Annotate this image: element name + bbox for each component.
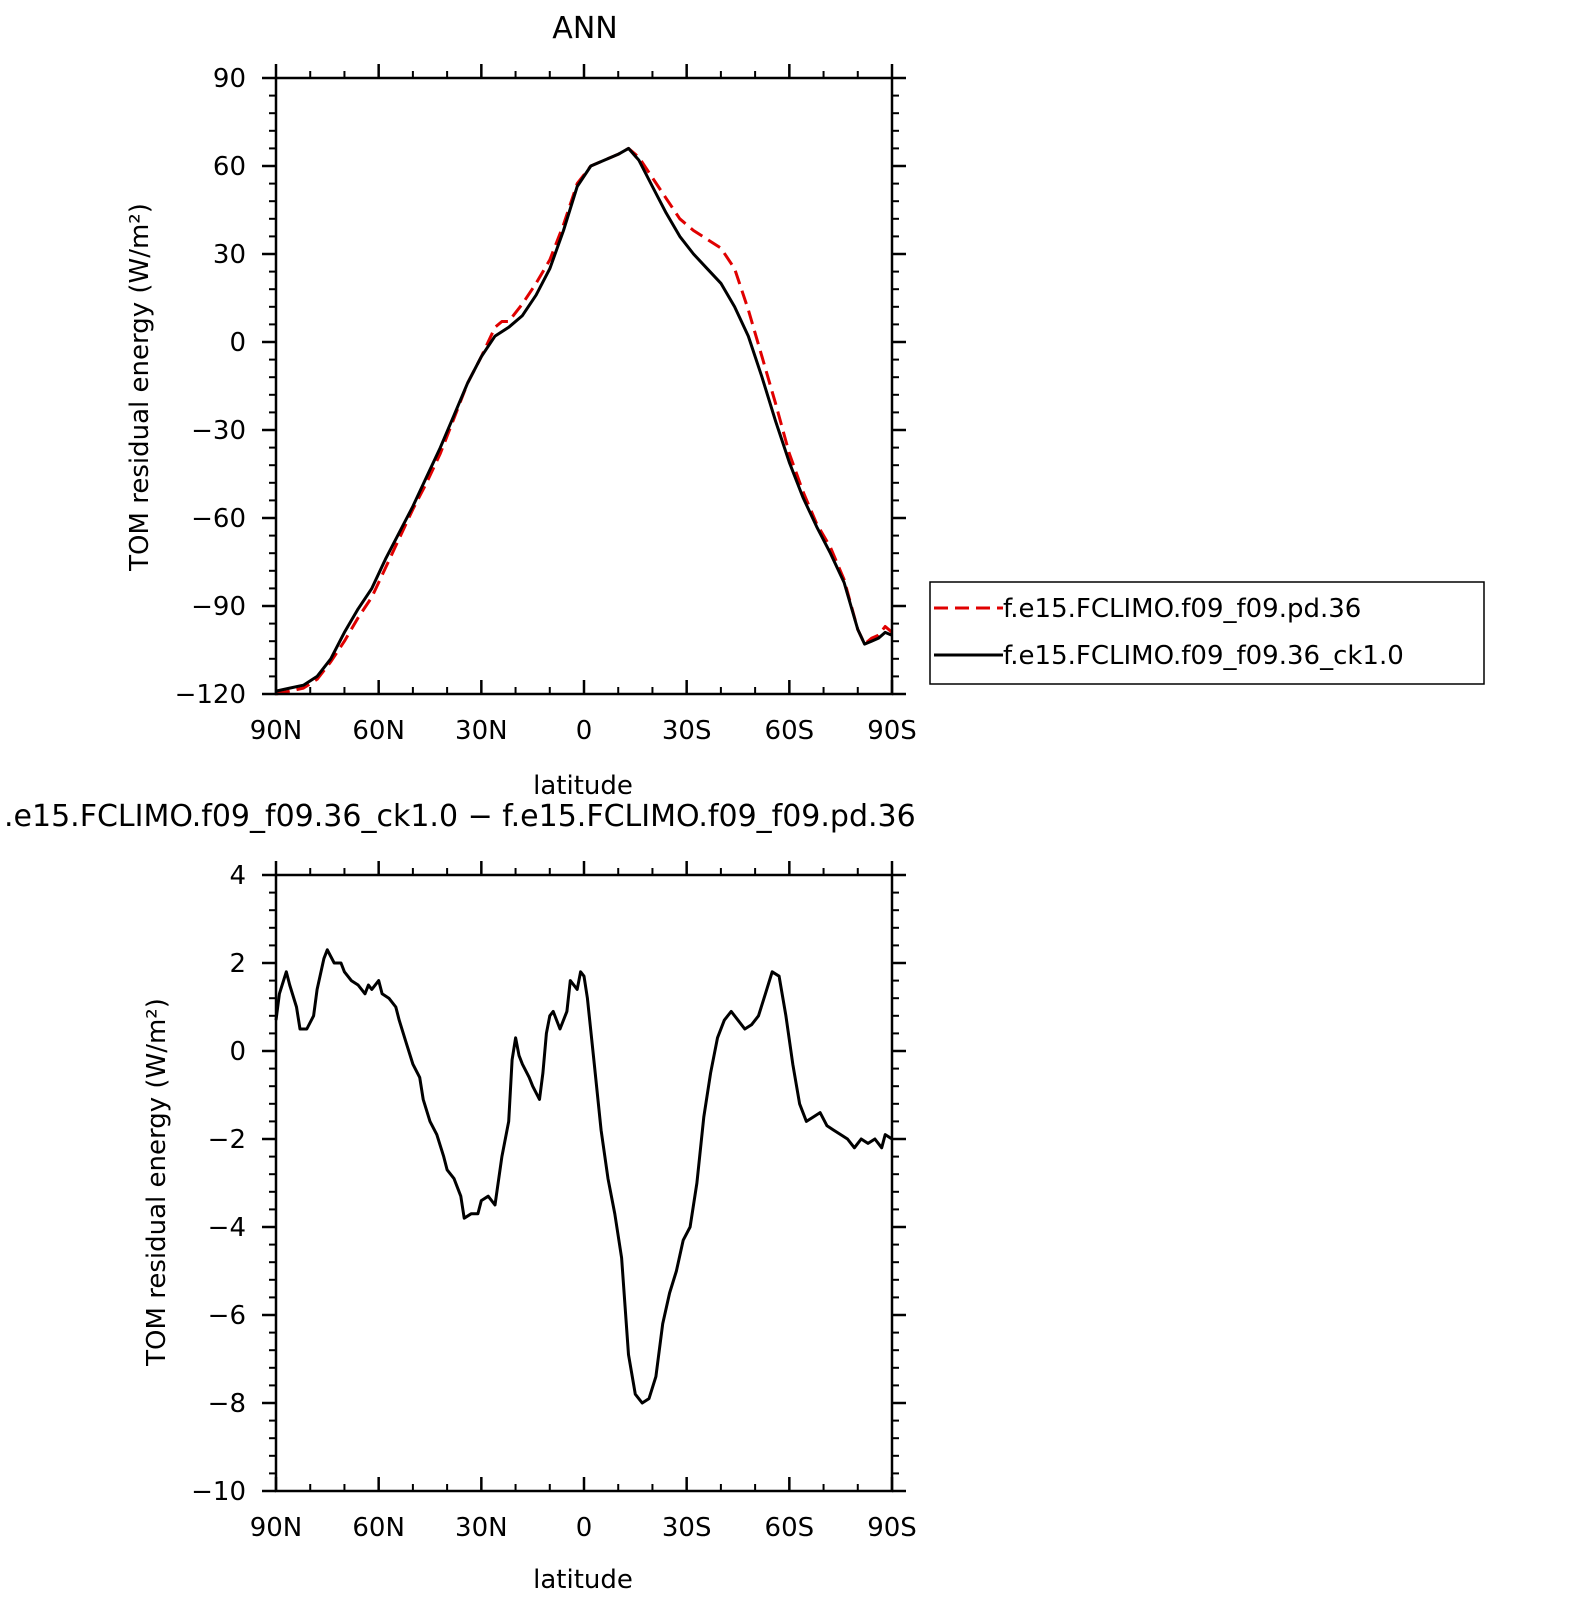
y-tick-label: −4 [208, 1213, 246, 1243]
x-tick-label: 30S [662, 716, 712, 746]
solid-series-line [274, 948, 893, 1405]
x-tick-label: 0 [576, 716, 593, 746]
x-tick-label: 0 [576, 1513, 593, 1543]
dashed-series-line [275, 146, 893, 696]
y-tick-label: 4 [229, 861, 246, 891]
top-panel: ANN TOM residual energy (W/m²) latitude … [125, 11, 917, 801]
top-series-lines [275, 146, 893, 696]
bottom-plot-frame [274, 873, 894, 1493]
top-panel-title: ANN [552, 11, 617, 46]
y-tick-label: 0 [229, 1037, 246, 1067]
y-tick-label: −60 [191, 504, 246, 534]
bottom-axis-ticks [262, 861, 906, 1493]
x-tick-label: 30S [662, 1513, 712, 1543]
y-tick-label: −6 [208, 1301, 246, 1331]
bottom-panel-title: .e15.FCLIMO.f09_f09.36_ck1.0 − f.e15.FCL… [4, 799, 916, 834]
x-tick-label: 60S [765, 716, 815, 746]
top-plot-frame [274, 76, 894, 696]
y-tick-label: −8 [208, 1389, 246, 1419]
bottom-tick-labels: 90N 60N 30N 0 30S 60S 90S 4 2 0 −2 −4 −6 −8 −10 [191, 861, 917, 1543]
top-y-axis-label: TOM residual energy (W/m²) [125, 203, 155, 572]
x-tick-label: 90N [250, 1513, 303, 1543]
x-tick-label: 30N [455, 1513, 508, 1543]
top-axis-ticks [262, 64, 906, 696]
y-tick-label: −120 [175, 680, 246, 710]
legend-label-ck10: f.e15.FCLIMO.f09_f09.36_ck1.0 [1003, 641, 1404, 671]
legend-label-pd36: f.e15.FCLIMO.f09_f09.pd.36 [1003, 594, 1361, 624]
y-tick-label: −30 [191, 416, 246, 446]
y-tick-label: −90 [191, 592, 246, 622]
bottom-y-axis-label: TOM residual energy (W/m²) [142, 998, 172, 1367]
bottom-series-lines [274, 948, 893, 1405]
x-tick-label: 90S [867, 1513, 917, 1543]
top-tick-labels: 90N 60N 30N 0 30S 60S 90S 90 60 30 0 −30 −60 −90 −120 [175, 64, 917, 746]
y-tick-label: 30 [213, 240, 246, 270]
y-tick-label: −10 [191, 1477, 246, 1507]
x-tick-label: 90S [867, 716, 917, 746]
x-tick-label: 90N [250, 716, 303, 746]
y-tick-label: −2 [208, 1125, 246, 1155]
y-tick-label: 60 [213, 152, 246, 182]
x-tick-label: 60N [352, 1513, 405, 1543]
legend-box [929, 581, 1485, 685]
top-x-axis-label: latitude [533, 771, 633, 801]
legend: f.e15.FCLIMO.f09_f09.pd.36 f.e15.FCLIMO.… [929, 581, 1485, 685]
x-tick-label: 30N [455, 716, 508, 746]
y-tick-label: 2 [229, 949, 246, 979]
bottom-panel: .e15.FCLIMO.f09_f09.36_ck1.0 − f.e15.FCL… [4, 799, 917, 1595]
x-tick-label: 60S [765, 1513, 815, 1543]
y-tick-label: 0 [229, 328, 246, 358]
y-tick-label: 90 [213, 64, 246, 94]
bottom-x-axis-label: latitude [533, 1565, 633, 1595]
solid-series-line [275, 146, 893, 693]
x-tick-label: 60N [352, 716, 405, 746]
